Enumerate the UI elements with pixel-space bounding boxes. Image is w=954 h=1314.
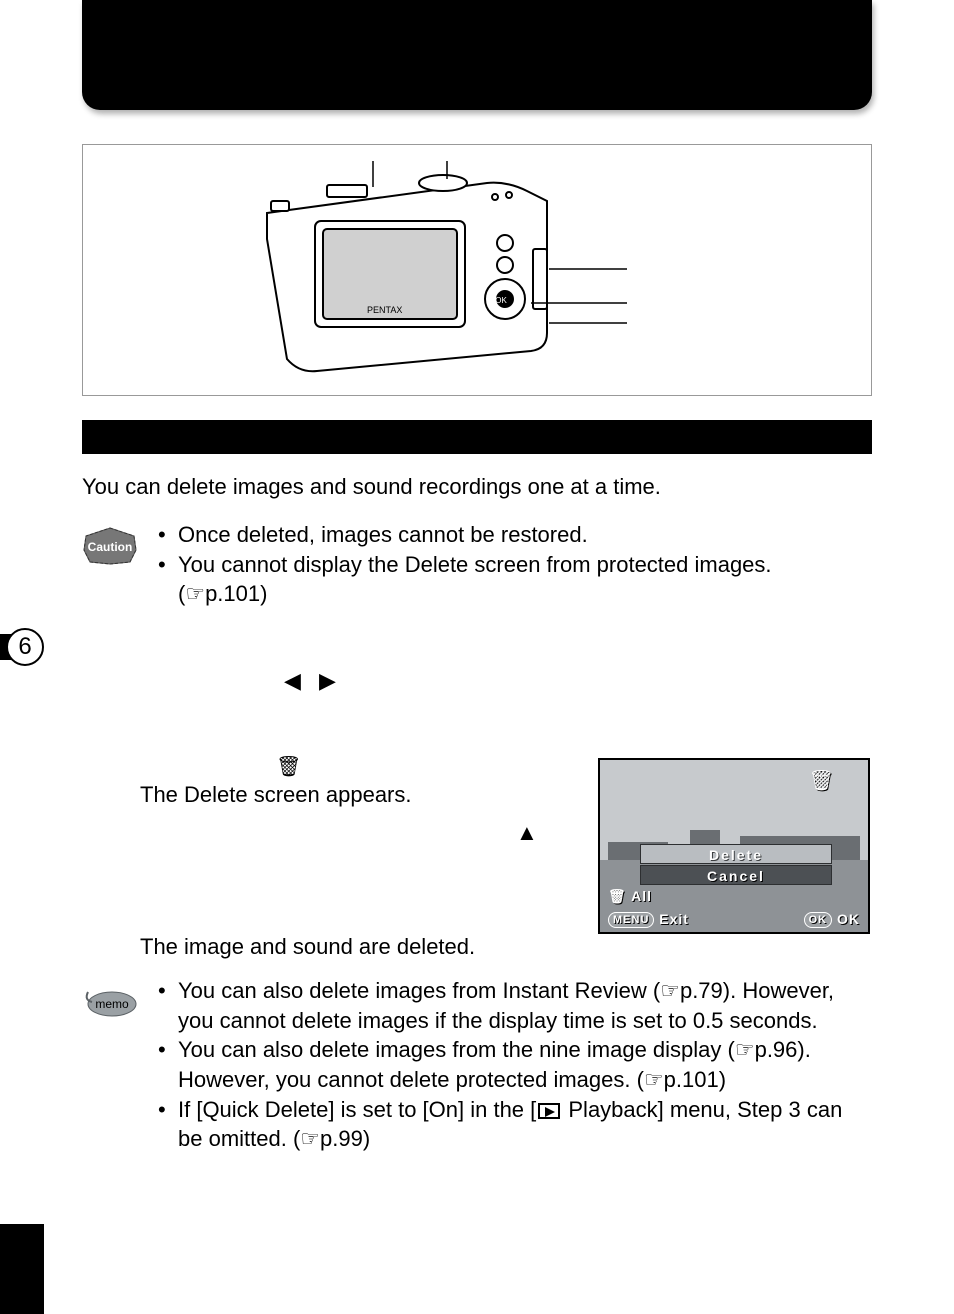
ok-button-icon: OK [804, 912, 833, 928]
lcd-ok-label: OK OK [804, 911, 860, 928]
page-edge-tab [0, 1224, 44, 1314]
pointer-icon: ☞ [660, 978, 680, 1003]
lcd-preview: 🗑 Delete Cancel 🗑 All MENU Exit OK OK [598, 758, 870, 934]
chapter-side-tab: 6 [0, 628, 44, 670]
lcd-delete-menu: Delete Cancel [640, 844, 832, 886]
chapter-number: 6 [6, 628, 44, 666]
left-right-arrow-icon: ◀ ▶ [284, 668, 342, 694]
trash-icon: 🗑 [276, 754, 301, 779]
lcd-all-label: 🗑 All [608, 888, 652, 905]
lcd-trash-icon: 🗑 [809, 768, 834, 793]
caution-item: You cannot display the Delete screen fro… [158, 550, 868, 609]
pointer-icon: ☞ [735, 1037, 755, 1062]
memo-item: If [Quick Delete] is set to [On] in the … [158, 1095, 872, 1154]
lcd-option-delete: Delete [640, 844, 832, 864]
trash-icon: 🗑 [608, 888, 627, 904]
svg-text:memo: memo [95, 997, 129, 1011]
svg-text:Caution: Caution [88, 540, 133, 554]
step-result-text: The image and sound are deleted. [140, 934, 475, 960]
pointer-icon: ☞ [300, 1126, 320, 1151]
memo-list: You can also delete images from Instant … [158, 976, 872, 1154]
pointer-icon: ☞ [644, 1067, 664, 1092]
menu-button-icon: MENU [608, 912, 654, 928]
intro-text: You can delete images and sound recordin… [82, 474, 661, 500]
up-arrow-icon: ▲ [516, 820, 538, 846]
section-heading-bar [82, 420, 872, 454]
caution-item: Once deleted, images cannot be restored. [158, 520, 868, 550]
page: OK PENTAX You can delete images and sou [0, 0, 954, 1314]
pointer-icon: ☞ [185, 581, 205, 606]
camera-illustration-box: OK PENTAX [82, 144, 872, 396]
memo-item: You can also delete images from the nine… [158, 1035, 872, 1094]
lcd-option-cancel: Cancel [640, 865, 832, 885]
step-result-text: The Delete screen appears. [140, 782, 412, 808]
lcd-bottom-row: 🗑 All MENU Exit OK OK [608, 888, 860, 928]
camera-line-drawing: OK PENTAX [207, 153, 747, 389]
lcd-exit-label: MENU Exit [608, 911, 689, 928]
memo-icon: memo [82, 984, 138, 1020]
playback-icon [538, 1103, 560, 1119]
caution-icon: Caution [82, 526, 138, 566]
svg-text:OK: OK [495, 296, 507, 305]
caution-list: Once deleted, images cannot be restored.… [158, 520, 868, 609]
chapter-title-band [82, 0, 872, 110]
memo-item: You can also delete images from Instant … [158, 976, 872, 1035]
svg-text:PENTAX: PENTAX [367, 305, 402, 315]
